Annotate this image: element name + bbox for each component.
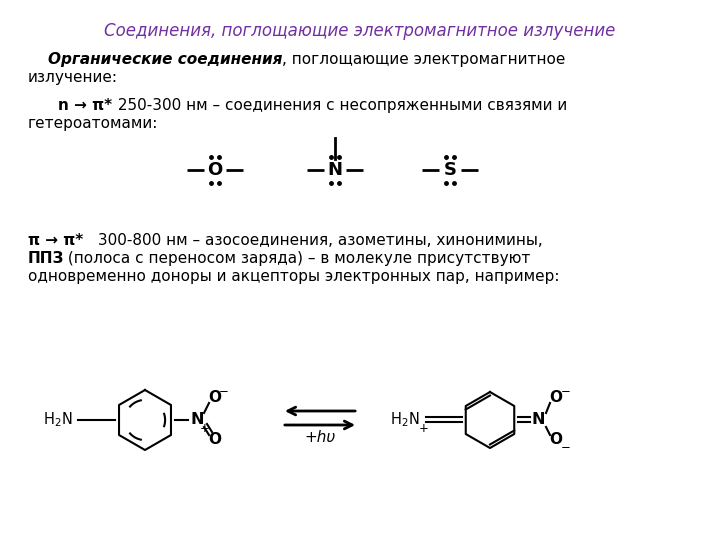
- Text: −: −: [561, 384, 571, 397]
- Text: O: O: [549, 433, 562, 448]
- Text: N: N: [328, 161, 343, 179]
- Text: O: O: [209, 433, 222, 448]
- Text: O: O: [207, 161, 222, 179]
- Text: +: +: [419, 422, 429, 435]
- Text: +hυ: +hυ: [305, 429, 336, 444]
- Text: одновременно доноры и акцепторы электронных пар, например:: одновременно доноры и акцепторы электрон…: [28, 269, 559, 284]
- Text: O: O: [209, 390, 222, 406]
- Text: −: −: [561, 441, 571, 454]
- Text: S: S: [444, 161, 456, 179]
- Text: N: N: [190, 413, 204, 428]
- Text: 250-300 нм – соединения с несопряженными связями и: 250-300 нм – соединения с несопряженными…: [113, 98, 567, 113]
- Text: (полоса с переносом заряда) – в молекуле присутствуют: (полоса с переносом заряда) – в молекуле…: [63, 251, 531, 266]
- Text: +: +: [200, 422, 210, 435]
- Text: H$_2$N: H$_2$N: [390, 410, 420, 429]
- Text: O: O: [549, 390, 562, 406]
- Text: ППЗ: ППЗ: [28, 251, 64, 266]
- Text: , поглощающие электромагнитное: , поглощающие электромагнитное: [282, 52, 565, 67]
- Text: Органические соединения: Органические соединения: [48, 52, 282, 67]
- Text: H$_2$N: H$_2$N: [43, 410, 73, 429]
- Text: 300-800 нм – азосоединения, азометины, хинонимины,: 300-800 нм – азосоединения, азометины, х…: [93, 233, 543, 248]
- Text: N: N: [531, 413, 545, 428]
- Text: π → π*: π → π*: [28, 233, 84, 248]
- Text: Соединения, поглощающие электромагнитное излучение: Соединения, поглощающие электромагнитное…: [104, 22, 616, 40]
- Text: n → π*: n → π*: [58, 98, 112, 113]
- Text: −: −: [219, 384, 229, 397]
- Text: гетероатомами:: гетероатомами:: [28, 116, 158, 131]
- Text: излучение:: излучение:: [28, 70, 118, 85]
